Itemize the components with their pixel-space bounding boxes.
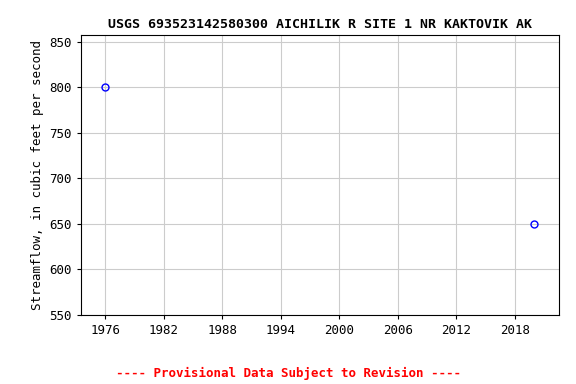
Y-axis label: Streamflow, in cubic feet per second: Streamflow, in cubic feet per second [31,40,44,310]
Text: ---- Provisional Data Subject to Revision ----: ---- Provisional Data Subject to Revisio… [116,367,460,380]
Title: USGS 693523142580300 AICHILIK R SITE 1 NR KAKTOVIK AK: USGS 693523142580300 AICHILIK R SITE 1 N… [108,18,532,31]
